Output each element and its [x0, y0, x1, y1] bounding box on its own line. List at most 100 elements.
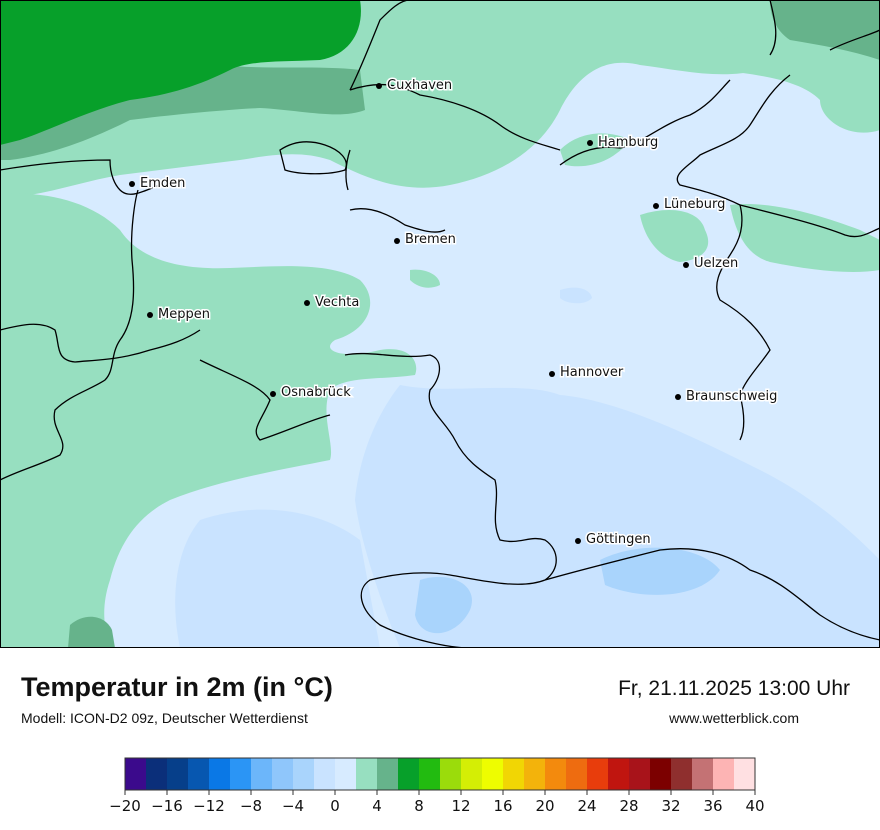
- city-dot: [394, 238, 400, 244]
- legend-tick-label: 24: [577, 797, 596, 815]
- borders: [0, 0, 880, 648]
- city-dot: [376, 83, 382, 89]
- legend-tick-label: 16: [493, 797, 512, 815]
- legend-bin: [587, 758, 609, 790]
- legend-bin: [356, 758, 378, 790]
- zone-2-4-bremen: [410, 269, 440, 288]
- legend-bin: [734, 758, 756, 790]
- website-link[interactable]: www.wetterblick.com: [669, 710, 799, 726]
- legend-bin: [335, 758, 357, 790]
- legend-bins: [125, 758, 756, 790]
- legend-bin: [608, 758, 630, 790]
- zone-4-6-coast: [0, 30, 365, 160]
- map-title: Temperatur in 2m (in °C): [21, 672, 333, 702]
- city-label: Vechta: [315, 295, 359, 310]
- legend-frame: [124, 757, 756, 791]
- legend-bin: [188, 758, 210, 790]
- city-label: Osnabrück: [281, 385, 351, 400]
- city-braunschweig: Braunschweig: [675, 388, 779, 406]
- legend-bin: [314, 758, 336, 790]
- legend-tick-label: 40: [745, 797, 764, 815]
- city-uelzen: Uelzen: [683, 255, 740, 273]
- legend-tick-label: 0: [330, 797, 340, 815]
- city-label: Cuxhaven: [387, 78, 452, 93]
- city-dot: [147, 312, 153, 318]
- city-dot: [575, 538, 581, 544]
- legend-bin: [650, 758, 672, 790]
- legend-tick-label: −8: [240, 797, 262, 815]
- legend-tick-label: −20: [109, 797, 141, 815]
- legend-tick-label: 4: [372, 797, 382, 815]
- city-label: Uelzen: [694, 256, 738, 271]
- legend-bin: [461, 758, 483, 790]
- legend-tick-label: −4: [282, 797, 304, 815]
- legend-bin: [293, 758, 315, 790]
- legend-bin: [377, 758, 399, 790]
- city-goettingen: Göttingen: [575, 531, 652, 549]
- city-markers: Cuxhaven Hamburg Emden Lüneburg Bremen U…: [129, 77, 779, 549]
- legend-bin: [629, 758, 651, 790]
- legend-bin: [503, 758, 525, 790]
- city-label: Hamburg: [598, 135, 658, 150]
- city-meppen: Meppen: [147, 306, 211, 324]
- city-label: Meppen: [158, 307, 210, 322]
- city-emden: Emden: [129, 175, 187, 193]
- zone-2-4-lueneburg: [640, 210, 709, 262]
- legend-bin: [419, 758, 441, 790]
- city-dot: [587, 140, 593, 146]
- legend-tick-label: 32: [661, 797, 680, 815]
- zone-minus2-0: [355, 385, 880, 648]
- legend-bin: [545, 758, 567, 790]
- legend-tick-label: 28: [619, 797, 638, 815]
- legend-bin: [398, 758, 420, 790]
- city-label: Göttingen: [586, 532, 651, 547]
- zone-4-6-ne: [770, 0, 880, 60]
- city-osnabrueck: Osnabrück: [270, 384, 353, 402]
- temperature-map-svg: Cuxhaven Hamburg Emden Lüneburg Bremen U…: [0, 0, 880, 648]
- legend-tick-label: −16: [151, 797, 183, 815]
- zone-2-4-east: [730, 204, 880, 273]
- city-label: Hannover: [560, 365, 624, 380]
- city-dot: [129, 181, 135, 187]
- zone-minus2-0-c: [560, 287, 592, 304]
- legend-tick-label: 20: [535, 797, 554, 815]
- city-label: Lüneburg: [664, 197, 725, 212]
- legend-tick-label: 12: [451, 797, 470, 815]
- legend-bin: [167, 758, 189, 790]
- legend-bin: [230, 758, 252, 790]
- city-label: Braunschweig: [686, 389, 777, 404]
- city-label: Emden: [140, 176, 185, 191]
- forecast-datetime: Fr, 21.11.2025 13:00 Uhr: [618, 677, 850, 700]
- legend-bin: [146, 758, 168, 790]
- legend-bin: [440, 758, 462, 790]
- zone-2-4-west: [0, 193, 417, 648]
- legend-bin: [692, 758, 714, 790]
- zone-minus2-0-b: [175, 509, 380, 648]
- zone-minus4-2: [415, 576, 472, 634]
- legend-bin: [713, 758, 735, 790]
- zone-minus4-2-b: [600, 547, 720, 595]
- city-dot: [304, 300, 310, 306]
- city-label: Bremen: [405, 232, 456, 247]
- color-legend: −20 −16 −12 −8 −4 0 4 8 12 16 20 24 28 32 36 40: [109, 757, 765, 815]
- city-dot: [653, 203, 659, 209]
- model-source: Modell: ICON-D2 09z, Deutscher Wetterdie…: [21, 710, 308, 726]
- legend-bin: [272, 758, 294, 790]
- city-dot: [675, 394, 681, 400]
- legend-bin: [671, 758, 693, 790]
- legend-bin: [482, 758, 504, 790]
- zone-4-6-sw: [68, 616, 115, 648]
- legend-tick-label: −12: [193, 797, 225, 815]
- legend-bin: [125, 758, 147, 790]
- legend-bin: [524, 758, 546, 790]
- weather-map: Cuxhaven Hamburg Emden Lüneburg Bremen U…: [0, 0, 880, 648]
- legend-bin: [209, 758, 231, 790]
- legend-tick-label: 36: [703, 797, 722, 815]
- city-dot: [270, 391, 276, 397]
- legend-ticks: −20 −16 −12 −8 −4 0 4 8 12 16 20 24 28 32 36 40: [109, 790, 765, 815]
- city-hannover: Hannover: [549, 364, 625, 382]
- legend-bin: [251, 758, 273, 790]
- legend-tick-label: 8: [414, 797, 424, 815]
- city-bremen: Bremen: [394, 231, 457, 249]
- city-cuxhaven: Cuxhaven: [376, 77, 454, 95]
